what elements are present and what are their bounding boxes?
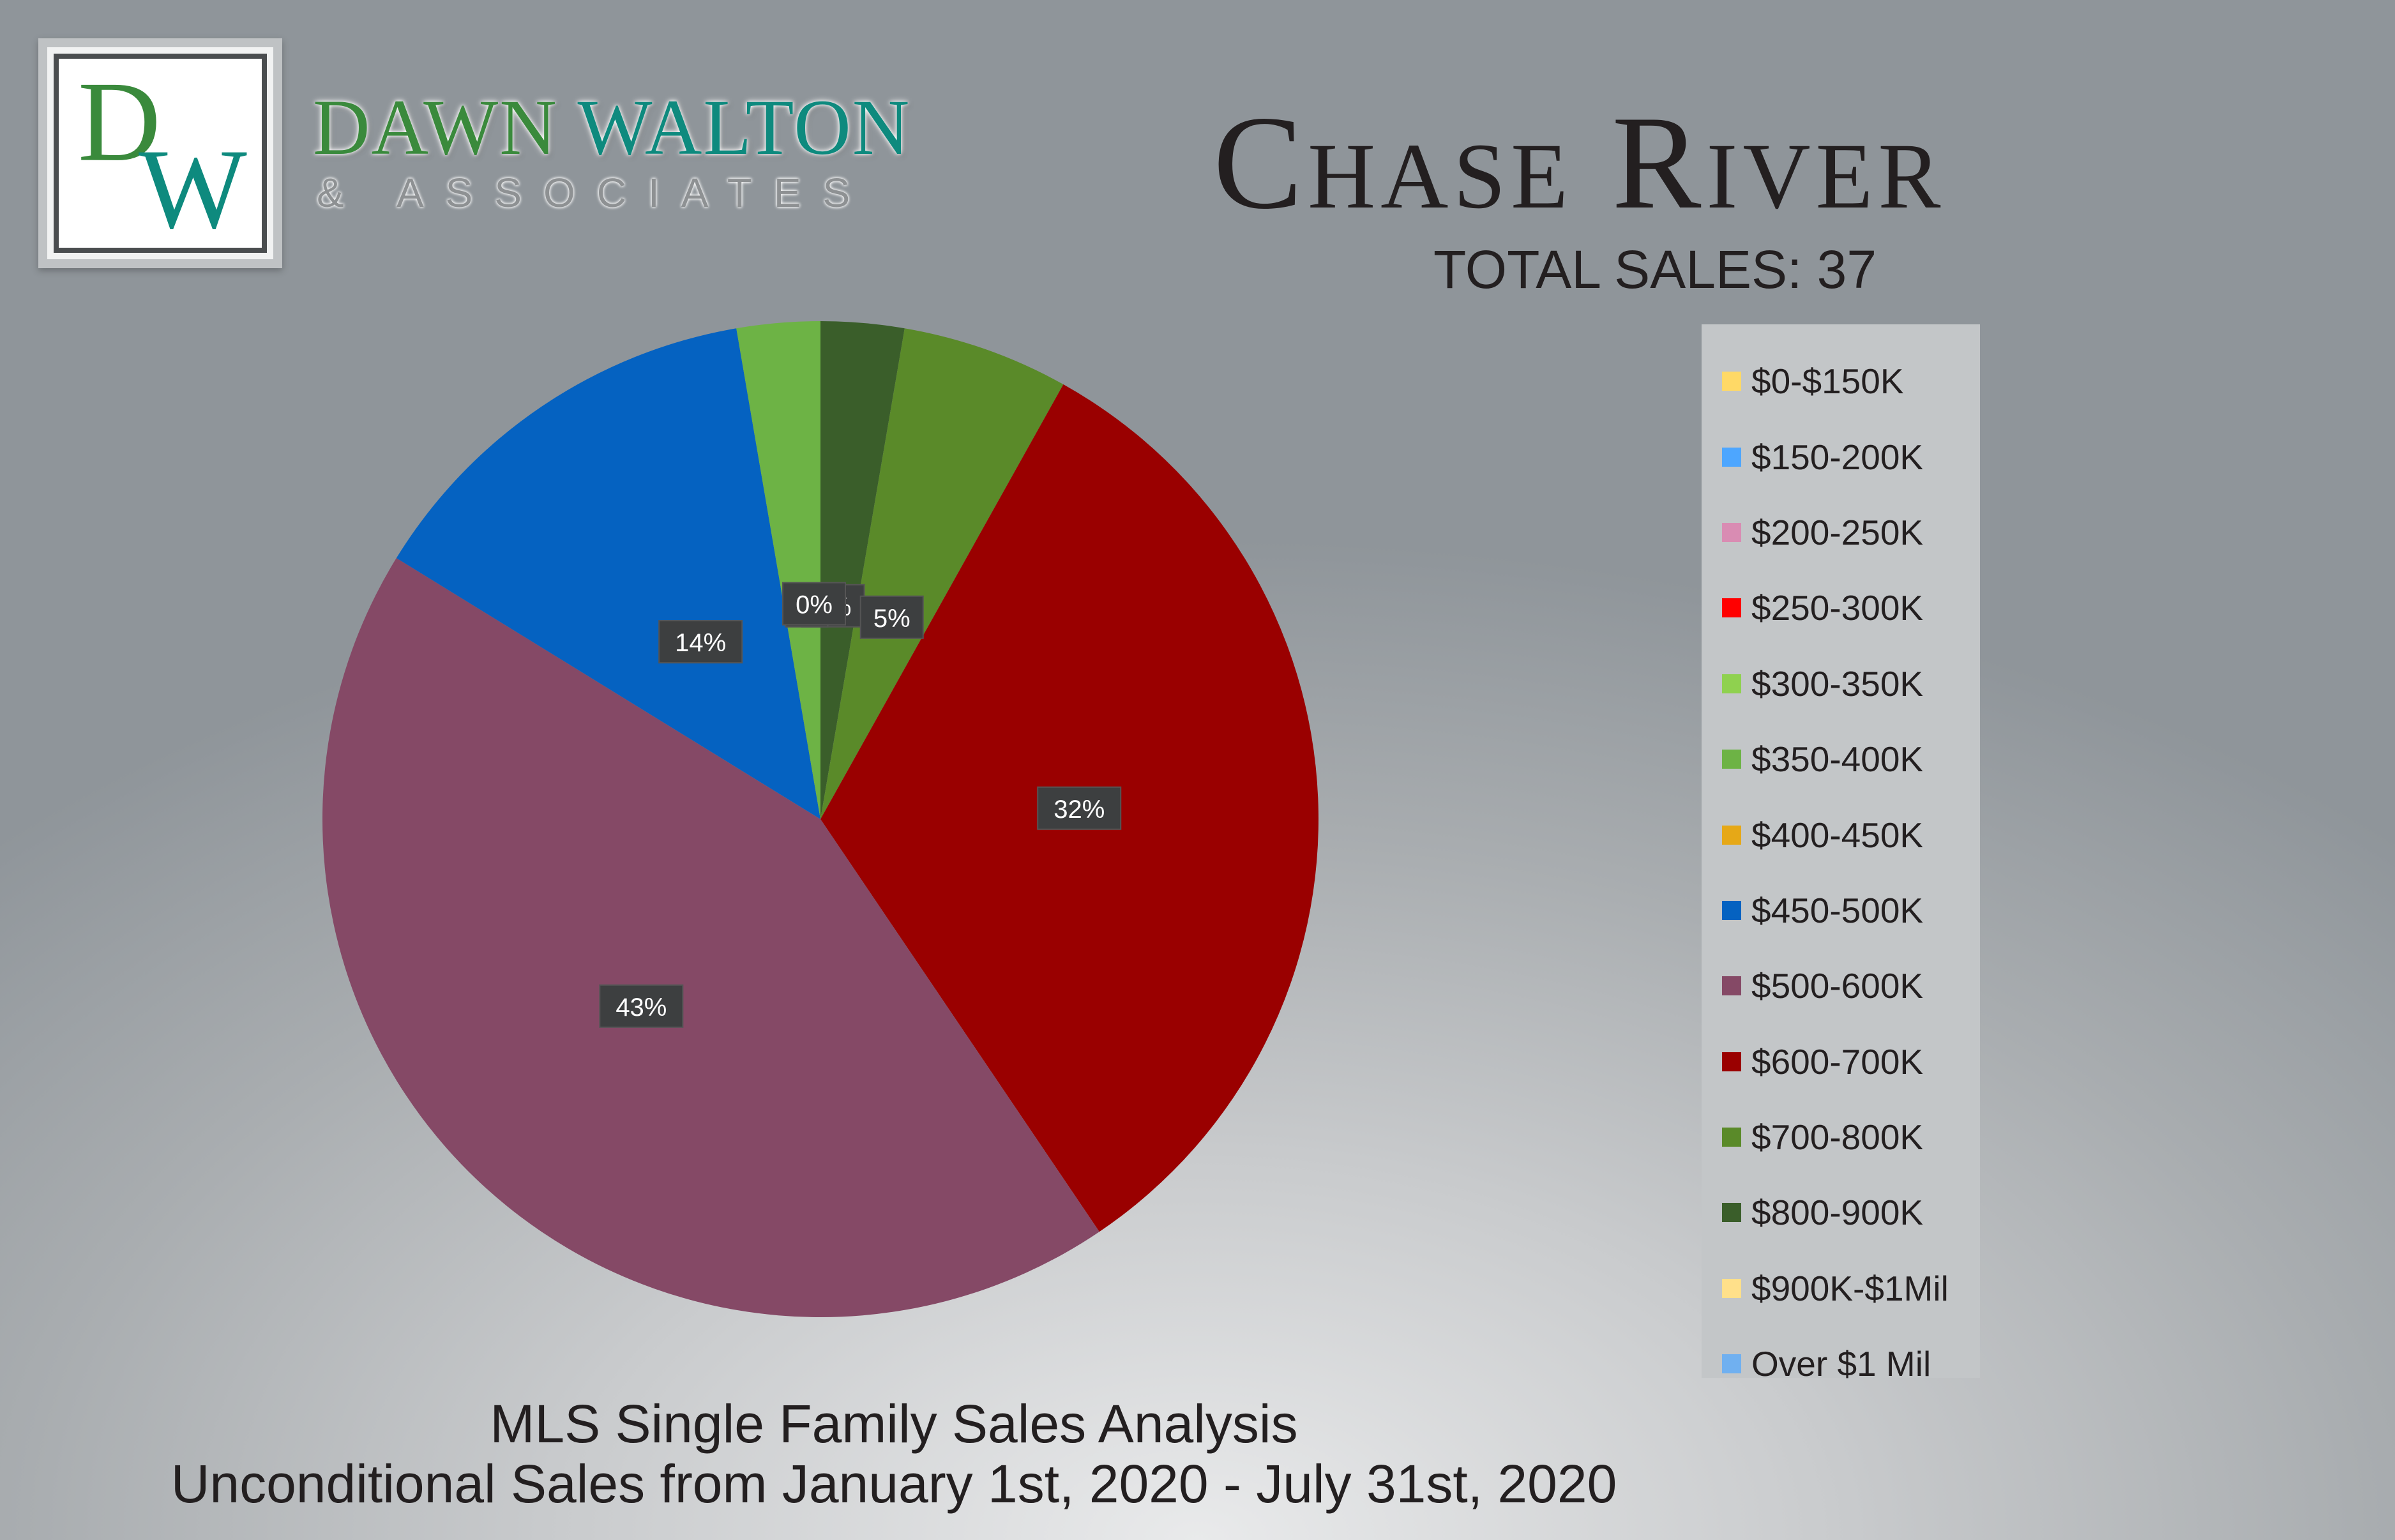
brand-name-last: WALTON bbox=[577, 84, 911, 171]
legend-label: $300-350K bbox=[1751, 663, 1924, 704]
pie-slice-350-400k bbox=[736, 321, 820, 819]
legend-item: $300-350K bbox=[1702, 646, 1980, 721]
legend-label: $450-500K bbox=[1751, 890, 1924, 930]
legend-swatch bbox=[1722, 825, 1741, 845]
legend-item: $400-450K bbox=[1702, 797, 1980, 872]
legend-swatch bbox=[1722, 674, 1741, 693]
legend-item: $350-400K bbox=[1702, 721, 1980, 797]
data-label-box bbox=[1037, 786, 1122, 830]
brand-name: DAWN WALTON bbox=[313, 88, 910, 167]
legend-item: Over $1 Mil bbox=[1702, 1326, 1980, 1401]
pie-slice-700-800k bbox=[820, 328, 1064, 819]
legend-label: $500-600K bbox=[1751, 966, 1924, 1006]
data-label: 5% bbox=[859, 595, 924, 639]
brand-name-first: DAWN bbox=[313, 84, 558, 171]
data-label-text: 5% bbox=[873, 605, 910, 633]
data-label-text: 43% bbox=[616, 993, 667, 1022]
pie-slice-800-900k bbox=[820, 321, 905, 819]
legend-label: $400-450K bbox=[1751, 815, 1924, 855]
legend-label: $200-250K bbox=[1751, 512, 1924, 552]
logo: D W bbox=[38, 38, 282, 268]
data-label-text: 32% bbox=[1054, 796, 1105, 824]
legend-swatch bbox=[1722, 976, 1741, 996]
legend-item: $150-200K bbox=[1702, 419, 1980, 494]
data-label: 43% bbox=[599, 984, 684, 1028]
footer-title: MLS Single Family Sales Analysis bbox=[490, 1394, 1298, 1454]
total-sales: TOTAL SALES: 37 bbox=[1433, 239, 1877, 299]
legend-swatch bbox=[1722, 1278, 1741, 1298]
legend-label: $600-700K bbox=[1751, 1041, 1924, 1082]
legend-item: $800-900K bbox=[1702, 1175, 1980, 1250]
data-label-box bbox=[599, 984, 684, 1028]
legend-swatch bbox=[1722, 1128, 1741, 1147]
pie-slice-450-500k bbox=[396, 328, 820, 819]
legend-label: $800-900K bbox=[1751, 1193, 1924, 1233]
data-label-text: 0% bbox=[796, 591, 833, 619]
dw-monogram-icon: D W bbox=[78, 59, 247, 248]
legend-item: $500-600K bbox=[1702, 948, 1980, 1023]
page-title: Chase River bbox=[1213, 89, 1946, 237]
legend-label: $700-800K bbox=[1751, 1117, 1924, 1158]
pie-slice-500-600k bbox=[322, 558, 1099, 1318]
legend-item: $700-800K bbox=[1702, 1099, 1980, 1175]
legend-item: $450-500K bbox=[1702, 873, 1980, 948]
legend-label: $350-400K bbox=[1751, 739, 1924, 780]
legend-swatch bbox=[1722, 1354, 1741, 1374]
data-label-box bbox=[782, 582, 846, 626]
data-label: 32% bbox=[1037, 786, 1122, 830]
legend-swatch bbox=[1722, 522, 1741, 542]
brand-subtitle: & ASSOCIATES bbox=[317, 170, 872, 216]
svg-text:D: D bbox=[78, 59, 161, 185]
chart-legend: $0-$150K $150-200K $200-250K $250-300K $300-… bbox=[1702, 324, 1980, 1384]
legend-label: $250-300K bbox=[1751, 588, 1924, 628]
legend-swatch bbox=[1722, 447, 1741, 467]
data-label-box bbox=[859, 595, 924, 639]
legend-item: $0-$150K bbox=[1702, 343, 1980, 419]
legend-swatch bbox=[1722, 1052, 1741, 1071]
data-label-box bbox=[658, 620, 743, 664]
svg-text:W: W bbox=[139, 125, 247, 248]
data-label: 14% bbox=[658, 620, 743, 664]
legend-item: $600-700K bbox=[1702, 1024, 1980, 1099]
data-label: 0% bbox=[782, 582, 846, 626]
data-label-text: 14% bbox=[675, 629, 726, 657]
legend-item: $200-250K bbox=[1702, 495, 1980, 570]
footer-subtitle: Unconditional Sales from January 1st, 20… bbox=[170, 1454, 1617, 1514]
legend-label: $150-200K bbox=[1751, 437, 1924, 477]
legend-label: $900K-$1Mil bbox=[1751, 1268, 1949, 1308]
legend-item: $900K-$1Mil bbox=[1702, 1251, 1980, 1326]
legend-label: Over $1 Mil bbox=[1751, 1344, 1931, 1384]
legend-label: $0-$150K bbox=[1751, 361, 1904, 402]
legend-swatch bbox=[1722, 598, 1741, 618]
legend-swatch bbox=[1722, 900, 1741, 920]
legend-item: $250-300K bbox=[1702, 570, 1980, 645]
legend-swatch bbox=[1722, 750, 1741, 769]
legend-swatch bbox=[1722, 1203, 1741, 1223]
legend-swatch bbox=[1722, 372, 1741, 391]
